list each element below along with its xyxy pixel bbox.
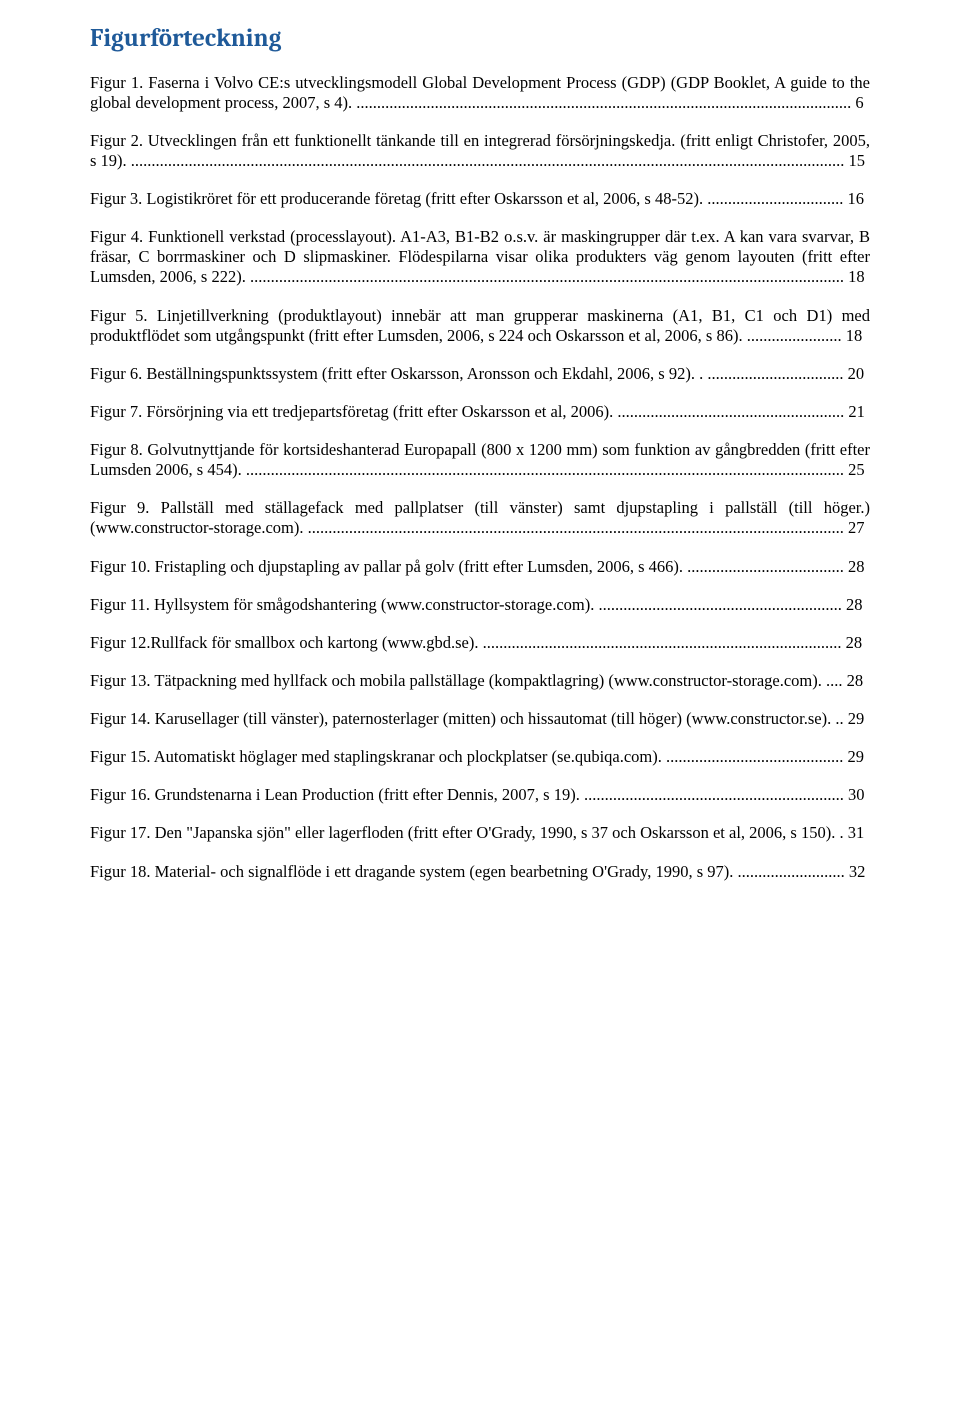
figure-entry-text: Figur 14. Karusellager (till vänster), p…	[90, 709, 835, 728]
dot-leader: .	[839, 823, 843, 842]
dot-leader: ........................................…	[617, 402, 844, 421]
figure-entry-text: Figur 10. Fristapling och djupstapling a…	[90, 557, 687, 576]
figure-entry-page: 27	[848, 518, 865, 537]
dot-leader: ........................................…	[250, 267, 844, 286]
dot-leader: ........................................…	[483, 633, 842, 652]
figure-entry: Figur 13. Tätpackning med hyllfack och m…	[90, 671, 870, 691]
dot-leader: .................................	[707, 364, 843, 383]
dot-leader: ......................................	[687, 557, 844, 576]
figure-entry: Figur 2. Utvecklingen från ett funktione…	[90, 131, 870, 171]
figure-entry-page: 29	[848, 709, 865, 728]
figure-entry-text: Figur 17. Den "Japanska sjön" eller lage…	[90, 823, 839, 842]
figure-entry: Figur 18. Material- och signalflöde i et…	[90, 862, 870, 882]
page: Figurförteckning Figur 1. Faserna i Volv…	[0, 0, 960, 1410]
figure-entry: Figur 10. Fristapling och djupstapling a…	[90, 557, 870, 577]
figure-entry-page: 31	[848, 823, 865, 842]
dot-leader: ........................................…	[131, 151, 845, 170]
figure-entry: Figur 11. Hyllsystem för smågodshanterin…	[90, 595, 870, 615]
figure-entry-text: Figur 6. Beställningspunktssystem (fritt…	[90, 364, 707, 383]
figure-entry-text: Figur 11. Hyllsystem för smågodshanterin…	[90, 595, 598, 614]
figure-entry: Figur 12.Rullfack för smallbox och karto…	[90, 633, 870, 653]
figure-entry: Figur 5. Linjetillverkning (produktlayou…	[90, 306, 870, 346]
figure-list: Figur 1. Faserna i Volvo CE:s utveckling…	[90, 73, 870, 882]
figure-entry-text: Figur 15. Automatiskt höglager med stapl…	[90, 747, 666, 766]
figure-entry-page: 28	[848, 557, 865, 576]
figure-entry: Figur 6. Beställningspunktssystem (fritt…	[90, 364, 870, 384]
dot-leader: ........................................…	[246, 460, 844, 479]
page-title: Figurförteckning	[90, 24, 870, 55]
figure-entry: Figur 9. Pallställ med ställagefack med …	[90, 498, 870, 538]
figure-entry-text: Figur 16. Grundstenarna i Lean Productio…	[90, 785, 584, 804]
figure-entry: Figur 16. Grundstenarna i Lean Productio…	[90, 785, 870, 805]
dot-leader: ........................................…	[666, 747, 843, 766]
dot-leader: ..........................	[738, 862, 845, 881]
figure-entry-text: Figur 3. Logistikröret för ett producera…	[90, 189, 707, 208]
figure-entry-page: 15	[849, 151, 866, 170]
figure-entry: Figur 3. Logistikröret för ett producera…	[90, 189, 870, 209]
figure-entry-page: 32	[849, 862, 866, 881]
dot-leader: ..	[835, 709, 843, 728]
dot-leader: ....	[826, 671, 843, 690]
figure-entry-page: 18	[846, 326, 863, 345]
figure-entry-text: Figur 12.Rullfack för smallbox och karto…	[90, 633, 483, 652]
dot-leader: .......................	[747, 326, 842, 345]
figure-entry: Figur 7. Försörjning via ett tredjeparts…	[90, 402, 870, 422]
figure-entry-page: 6	[855, 93, 863, 112]
dot-leader: ........................................…	[308, 518, 844, 537]
figure-entry: Figur 8. Golvutnyttjande för kortsidesha…	[90, 440, 870, 480]
figure-entry-text: Figur 7. Försörjning via ett tredjeparts…	[90, 402, 617, 421]
figure-entry-page: 28	[846, 595, 863, 614]
dot-leader: ........................................…	[584, 785, 844, 804]
dot-leader: ........................................…	[598, 595, 841, 614]
figure-entry-page: 20	[848, 364, 865, 383]
figure-entry-text: Figur 18. Material- och signalflöde i et…	[90, 862, 738, 881]
figure-entry-page: 21	[848, 402, 865, 421]
figure-entry: Figur 1. Faserna i Volvo CE:s utveckling…	[90, 73, 870, 113]
figure-entry-page: 28	[847, 671, 864, 690]
dot-leader: ........................................…	[356, 93, 851, 112]
figure-entry-text: Figur 13. Tätpackning med hyllfack och m…	[90, 671, 826, 690]
figure-entry: Figur 15. Automatiskt höglager med stapl…	[90, 747, 870, 767]
figure-entry: Figur 4. Funktionell verkstad (processla…	[90, 227, 870, 287]
dot-leader: .................................	[707, 189, 843, 208]
figure-entry-page: 25	[848, 460, 865, 479]
figure-entry-page: 16	[847, 189, 864, 208]
figure-entry-page: 29	[848, 747, 865, 766]
figure-entry-page: 30	[848, 785, 865, 804]
figure-entry-page: 18	[848, 267, 865, 286]
figure-entry: Figur 17. Den "Japanska sjön" eller lage…	[90, 823, 870, 843]
figure-entry-page: 28	[846, 633, 863, 652]
figure-entry: Figur 14. Karusellager (till vänster), p…	[90, 709, 870, 729]
